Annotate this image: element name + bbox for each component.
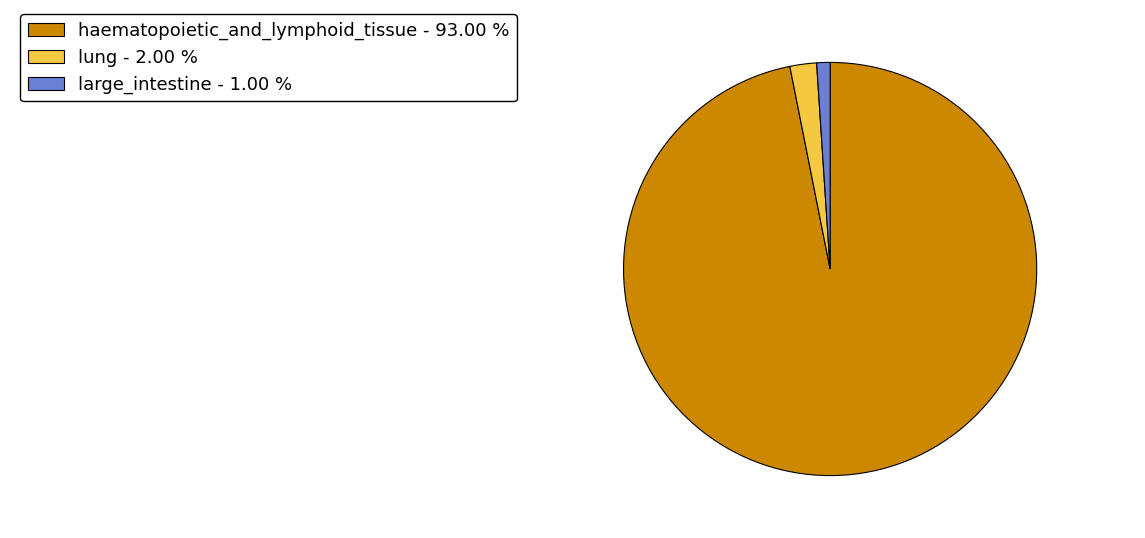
Legend: haematopoietic_and_lymphoid_tissue - 93.00 %, lung - 2.00 %, large_intestine - 1: haematopoietic_and_lymphoid_tissue - 93.…: [21, 15, 516, 102]
Wedge shape: [624, 62, 1036, 476]
Wedge shape: [790, 63, 830, 269]
Wedge shape: [816, 62, 830, 269]
